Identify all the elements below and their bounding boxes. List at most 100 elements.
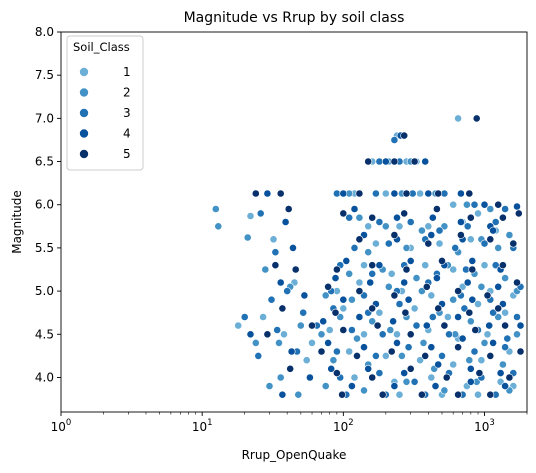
scatter-point-class-3 — [445, 330, 453, 339]
scatter-point-class-5 — [442, 373, 451, 382]
scatter-point-class-4 — [390, 382, 399, 390]
y-axis: 4.0 4.5 5.0 5.5 6.0 6.5 7.0 7.5 8.0 — [35, 25, 61, 384]
scatter-point-class-1 — [393, 330, 401, 339]
scatter-point-class-5 — [339, 209, 348, 218]
scatter-point-class-2 — [381, 222, 390, 231]
scatter-point-class-2 — [402, 377, 411, 386]
scatter-point-class-5 — [355, 189, 364, 198]
scatter-point-class-3 — [503, 334, 512, 343]
scatter-point-class-1 — [381, 351, 390, 360]
scatter-point-class-5 — [353, 351, 361, 360]
scatter-point-class-5 — [390, 291, 399, 300]
legend-marker — [79, 67, 89, 77]
scatter-point-class-1 — [480, 261, 489, 270]
legend: Soil_Class 1 2 3 4 5 — [66, 35, 144, 171]
scatter-point-class-4 — [331, 274, 340, 282]
scatter-point-class-3 — [489, 308, 497, 317]
scatter-point-class-5 — [271, 261, 280, 270]
scatter-point-class-4 — [489, 338, 497, 347]
scatter-point-class-4 — [400, 369, 409, 377]
scatter-point-class-3 — [345, 213, 354, 222]
scatter-point-class-3 — [395, 300, 404, 308]
scatter-point-class-5 — [368, 213, 377, 222]
y-tick-label: 5.5 — [35, 241, 54, 255]
scatter-point-class-3 — [271, 248, 280, 257]
y-tick-label: 5.0 — [35, 284, 54, 298]
chart-title: Magnitude vs Rrup by soil class — [184, 10, 405, 26]
scatter-point-class-2 — [386, 326, 395, 334]
scatter-point-class-1 — [483, 330, 492, 339]
scatter-point-class-5 — [494, 304, 503, 313]
scatter-point-class-4 — [287, 347, 296, 356]
scatter-point-class-4 — [480, 200, 489, 209]
scatter-point-class-3 — [435, 226, 444, 235]
scatter-point-class-2 — [345, 269, 354, 278]
scatter-point-class-1 — [364, 222, 373, 231]
scatter-point-class-4 — [468, 295, 477, 304]
scatter-point-class-5 — [355, 235, 364, 244]
scatter-point-class-5 — [465, 189, 474, 198]
scatter-point-class-4 — [355, 313, 364, 321]
legend-box — [66, 35, 144, 171]
scatter-point-class-5 — [400, 209, 409, 218]
scatter-point-class-4 — [281, 218, 290, 226]
scatter-point-class-4 — [463, 278, 472, 287]
scatter-point-class-5 — [368, 373, 377, 382]
scatter-point-class-5 — [276, 189, 285, 198]
scatter-point-class-4 — [421, 157, 430, 166]
scatter-point-class-2 — [419, 338, 428, 347]
scatter-point-class-3 — [460, 304, 469, 313]
scatter-point-class-3 — [470, 347, 479, 356]
scatter-point-class-3 — [480, 239, 489, 248]
legend-entries: 1 2 3 4 5 — [79, 65, 131, 161]
plot-frame — [60, 31, 528, 413]
scatter-point-class-1 — [474, 209, 482, 218]
scatter-point-class-4 — [375, 261, 384, 270]
scatter-point-class-4 — [339, 189, 348, 198]
scatter-point-class-1 — [339, 304, 348, 313]
scatter-point-class-3 — [375, 369, 384, 377]
scatter-point-class-4 — [400, 278, 409, 287]
y-axis-label: Magnitude — [10, 190, 24, 254]
scatter-point-class-5 — [400, 131, 409, 140]
scatter-point-class-4 — [324, 338, 332, 347]
scatter-point-class-4 — [347, 382, 356, 390]
legend-marker — [79, 149, 89, 159]
scatter-point-class-4 — [427, 231, 436, 239]
scatter-point-class-4 — [516, 321, 525, 330]
x-tick-label: 100 — [51, 418, 72, 434]
scatter-point-class-1 — [443, 313, 452, 321]
scatter-point-class-1 — [427, 373, 436, 382]
scatter-point-class-5 — [339, 326, 348, 334]
scatter-point-class-2 — [498, 360, 507, 369]
scatter-point-class-3 — [410, 377, 419, 386]
scatter-point-class-1 — [454, 114, 462, 123]
y-tick-label: 4.5 — [35, 327, 54, 341]
scatter-point-class-5 — [373, 321, 382, 330]
scatter-point-class-4 — [424, 189, 433, 198]
scatter-point-class-5 — [251, 189, 260, 198]
scatter-point-class-5 — [454, 287, 462, 295]
scatter-point-class-1 — [360, 261, 368, 270]
scatter-point-class-5 — [438, 256, 446, 265]
scatter-point-class-5 — [486, 351, 495, 360]
scatter-point-class-2 — [353, 334, 361, 343]
scatter-point-class-2 — [275, 338, 283, 347]
scatter-point-class-2 — [251, 338, 260, 347]
scatter-point-class-1 — [421, 261, 430, 270]
scatter-point-class-3 — [368, 269, 377, 278]
scatter-point-class-4 — [364, 364, 373, 373]
scatter-point-class-1 — [375, 308, 384, 317]
scatter-point-class-2 — [317, 330, 326, 339]
scatter-point-class-2 — [440, 386, 449, 395]
scatter-point-class-2 — [494, 243, 503, 252]
scatter-point-class-4 — [431, 382, 440, 390]
scatter-point-class-3 — [513, 313, 521, 321]
scatter-point-class-5 — [364, 157, 373, 166]
scatter-point-class-5 — [317, 347, 326, 356]
legend-label: 2 — [123, 86, 131, 100]
scatter-point-class-1 — [449, 265, 458, 274]
scatter-point-class-5 — [410, 157, 419, 166]
legend-title: Soil_Class — [73, 40, 130, 54]
scatter-point-class-4 — [366, 278, 375, 287]
